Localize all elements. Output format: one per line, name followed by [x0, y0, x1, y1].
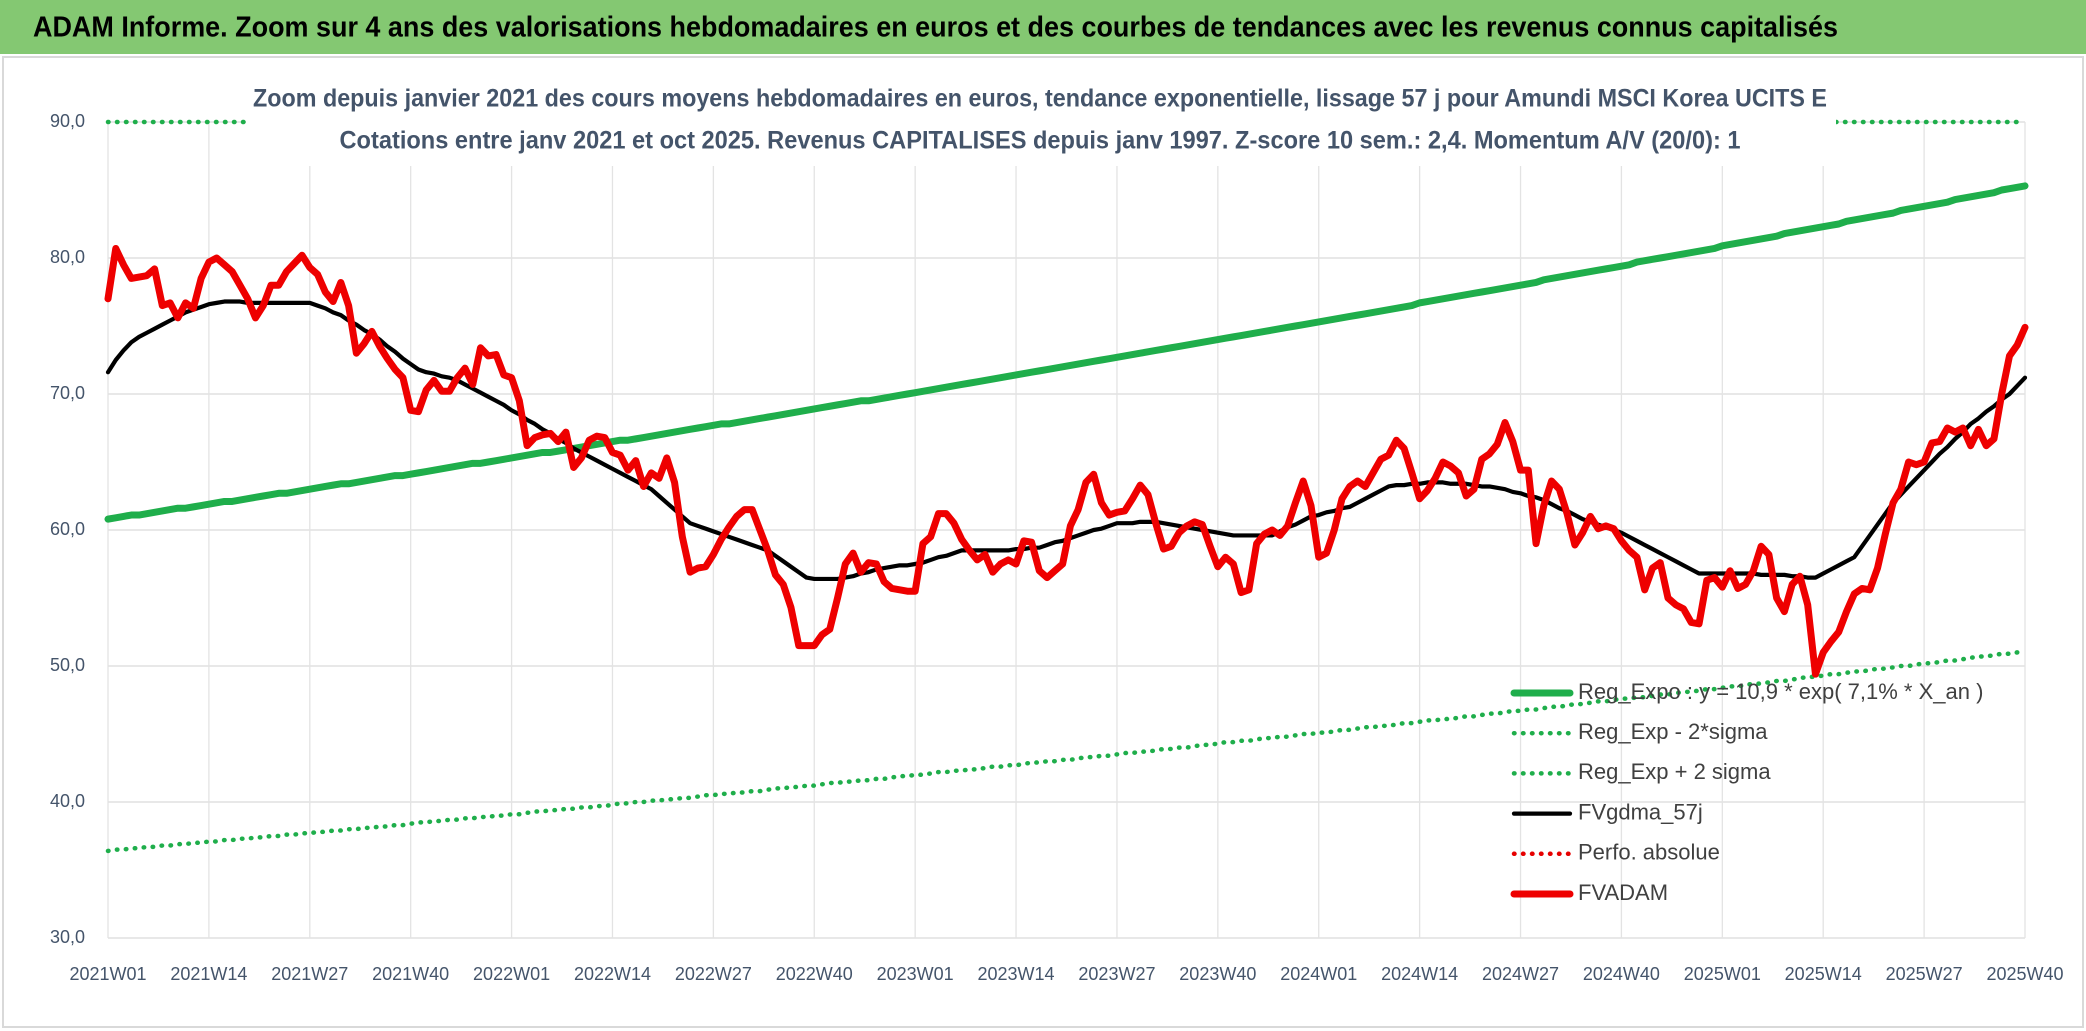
x-tick-label: 2022W27 — [675, 964, 752, 984]
subtitle-line: Cotations entre janv 2021 et oct 2025. R… — [340, 127, 1741, 155]
x-tick-label: 2025W27 — [1886, 964, 1963, 984]
legend-label: Reg_Exp + 2 sigma — [1578, 759, 1771, 784]
x-tick-label: 2021W14 — [170, 964, 247, 984]
subtitle-line: Zoom depuis janvier 2021 des cours moyen… — [253, 85, 1827, 113]
x-tick-label: 2024W14 — [1381, 964, 1458, 984]
series-line — [104, 182, 2029, 523]
legend-label: Perfo. absolue — [1578, 840, 1720, 865]
x-tick-label: 2025W01 — [1684, 964, 1761, 984]
x-tick-label: 2023W14 — [978, 964, 1055, 984]
legend-label: Reg_Expo : y = 10,9 * exp( 7,1% * X_an ) — [1578, 679, 1983, 704]
y-tick-label: 60,0 — [50, 519, 85, 539]
x-tick-label: 2024W27 — [1482, 964, 1559, 984]
subtitle-box — [246, 80, 1836, 166]
y-tick-label: 40,0 — [50, 791, 85, 811]
x-tick-label: 2023W01 — [877, 964, 954, 984]
plot-area: 30,0 40,0 50,0 60,0 70,0 80,0 90,0 2021W01 2021W… — [50, 111, 2064, 984]
y-tick-label: 50,0 — [50, 655, 85, 675]
series-line — [104, 244, 2029, 678]
legend-label: Reg_Exp - 2*sigma — [1578, 719, 1768, 744]
x-tick-label: 2025W40 — [1986, 964, 2063, 984]
title-banner — [0, 0, 2086, 54]
x-tick-label: 2021W27 — [271, 964, 348, 984]
series-line — [105, 648, 2028, 854]
x-tick-label: 2024W01 — [1280, 964, 1357, 984]
chart-frame — [2, 56, 2084, 1028]
x-tick-label: 2021W01 — [69, 964, 146, 984]
legend: Reg_Expo : y = 10,9 * exp( 7,1% * X_an )… — [1510, 679, 1983, 905]
x-tick-label: 2022W40 — [776, 964, 853, 984]
chart-title: ADAM Informe. Zoom sur 4 ans des valoris… — [33, 12, 1838, 44]
y-tick-label: 30,0 — [50, 927, 85, 947]
y-tick-label: 70,0 — [50, 383, 85, 403]
y-tick-label: 80,0 — [50, 247, 85, 267]
x-tick-label: 2022W01 — [473, 964, 550, 984]
x-tick-label: 2023W40 — [1179, 964, 1256, 984]
y-tick-label: 90,0 — [50, 111, 85, 131]
x-tick-label: 2022W14 — [574, 964, 651, 984]
legend-label: FVADAM — [1578, 880, 1668, 905]
x-tick-label: 2021W40 — [372, 964, 449, 984]
x-tick-label: 2023W27 — [1078, 964, 1155, 984]
x-tick-label: 2025W14 — [1785, 964, 1862, 984]
legend-label: FVgdma_57j — [1578, 799, 1703, 824]
x-tick-label: 2024W40 — [1583, 964, 1660, 984]
